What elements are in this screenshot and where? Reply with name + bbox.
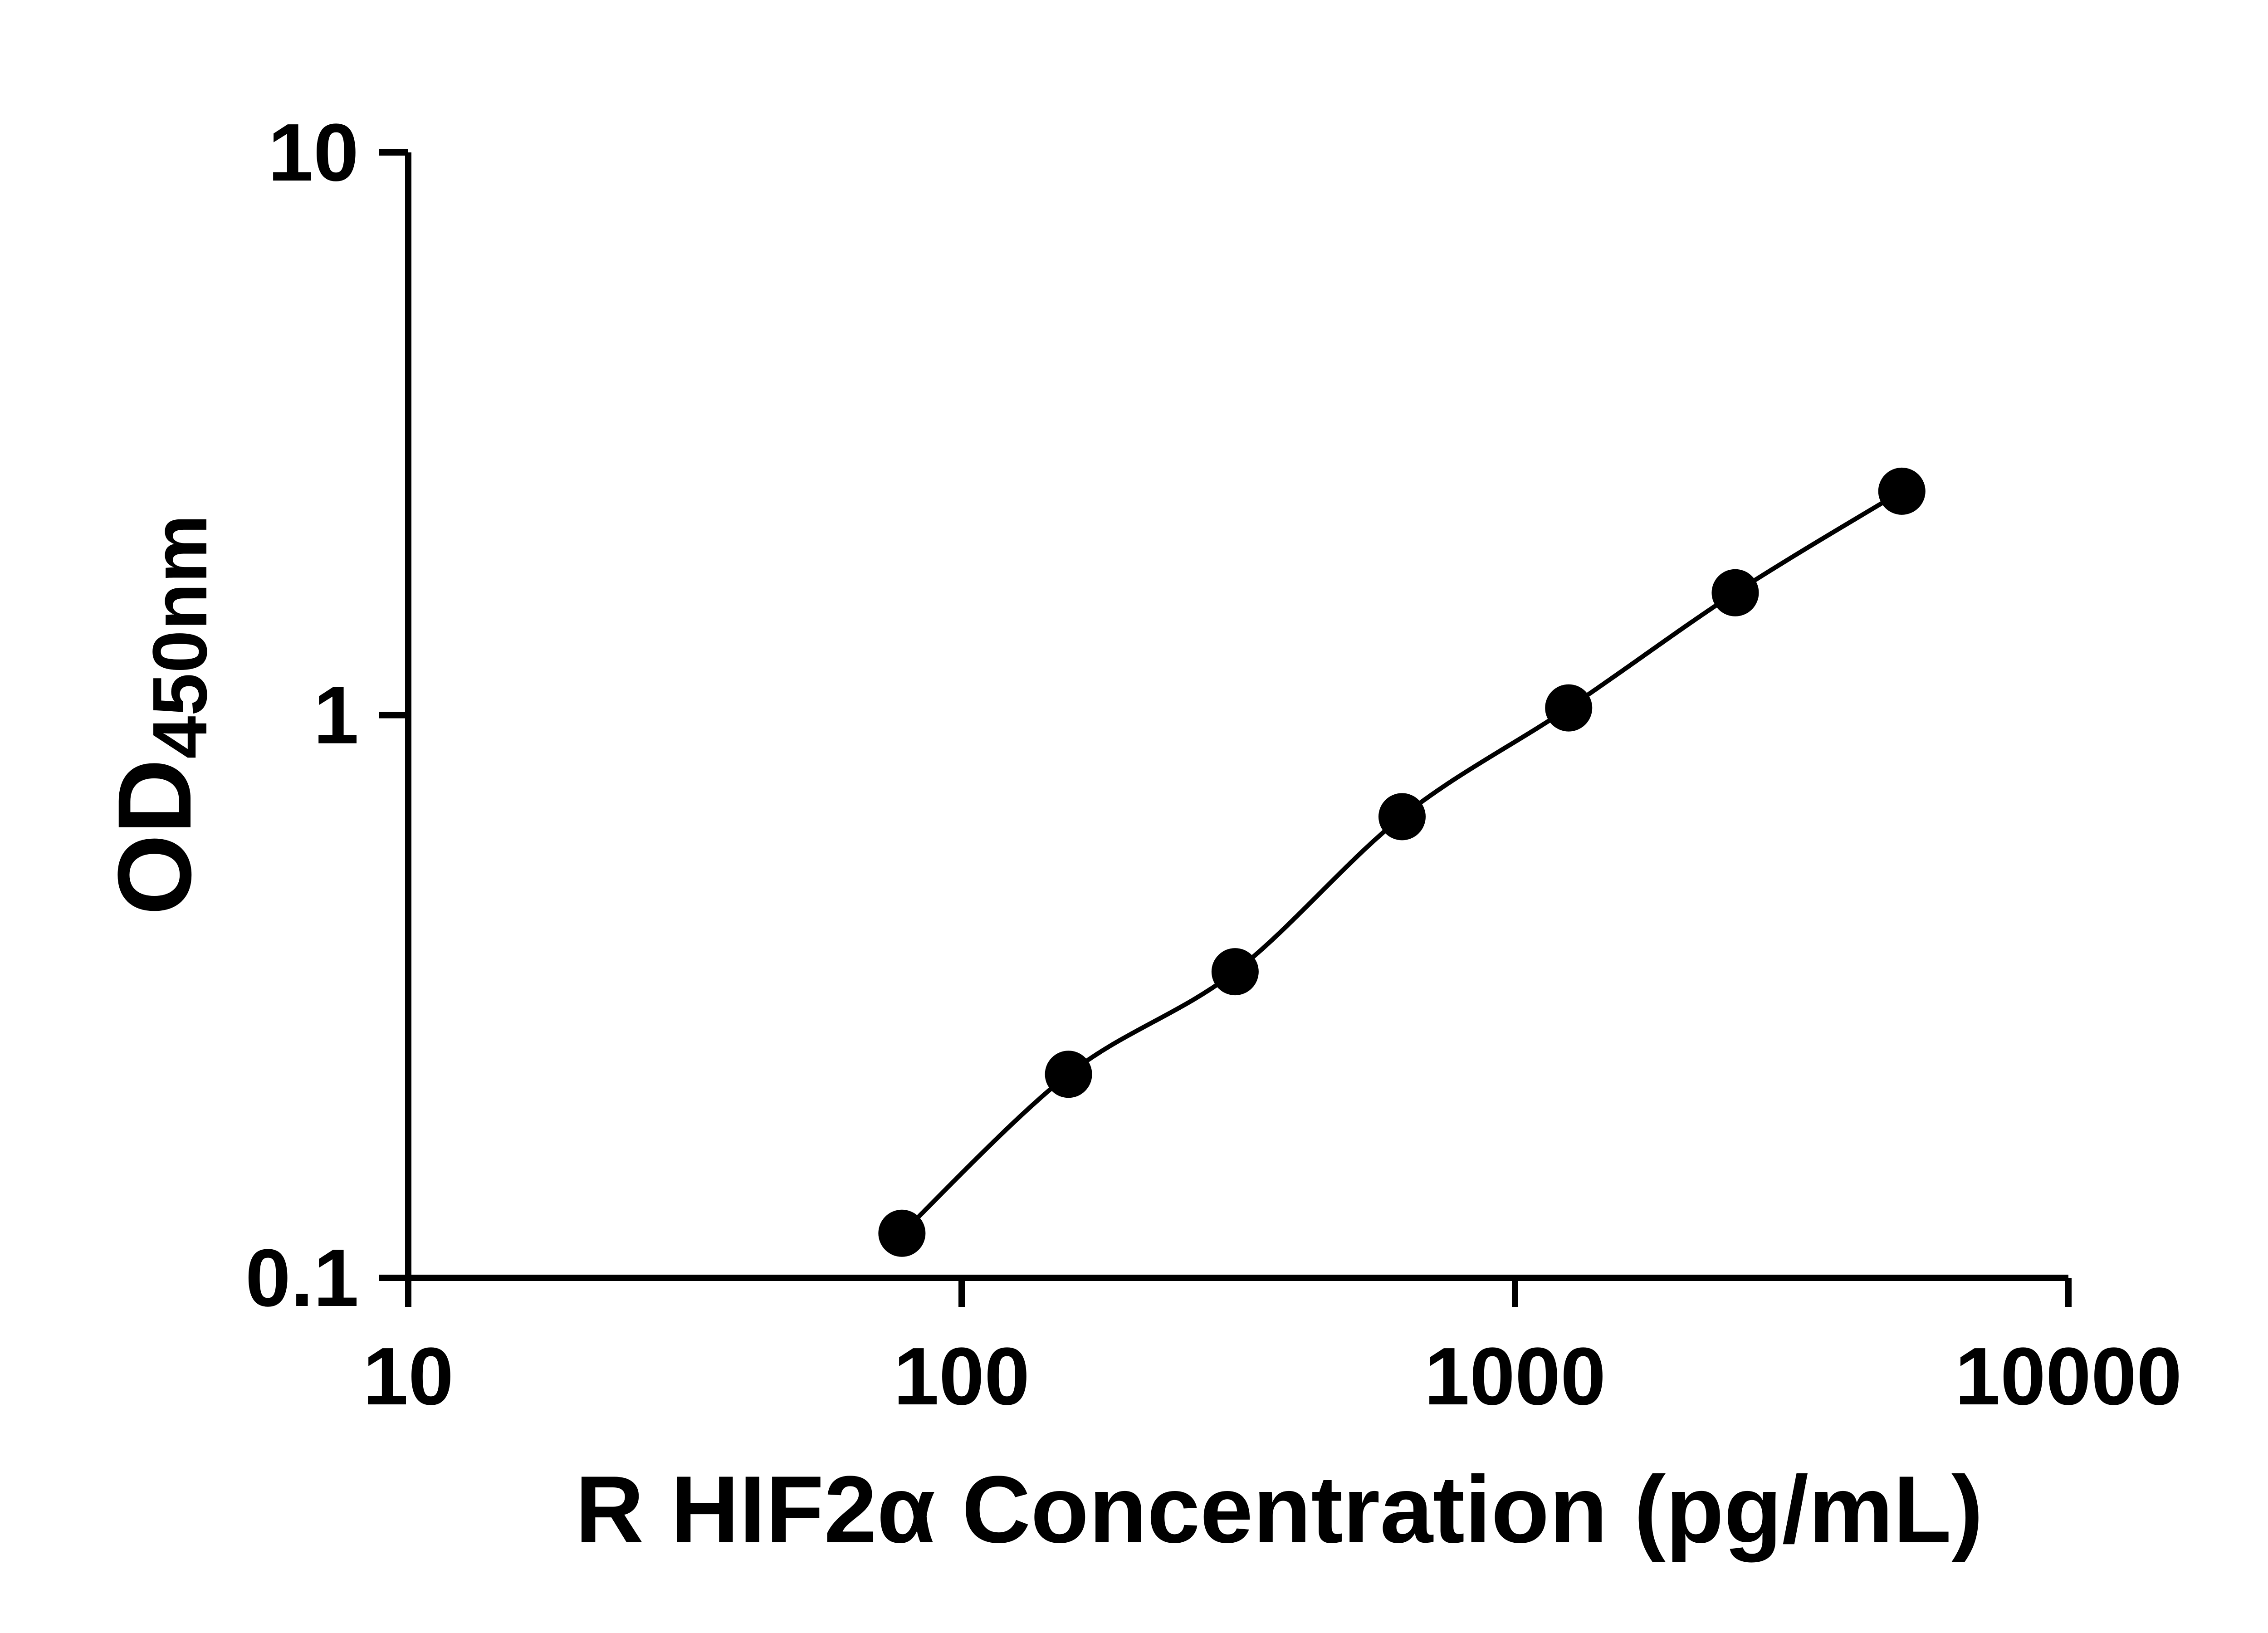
data-point <box>1878 467 1926 515</box>
data-point <box>1045 1051 1092 1098</box>
x-tick-label: 100 <box>894 1331 1030 1422</box>
data-point <box>1711 569 1759 616</box>
data-point <box>1545 684 1593 732</box>
y-tick-label: 0.1 <box>245 1232 359 1324</box>
x-axis-title: R HIF2α Concentration (pg/mL) <box>575 1456 1983 1563</box>
y-axis-title: OD450nm <box>96 514 223 915</box>
x-tick-label: 10 <box>363 1331 454 1422</box>
data-point <box>878 1209 926 1257</box>
x-tick-label: 10000 <box>1955 1331 2182 1422</box>
y-tick-label: 10 <box>268 107 359 198</box>
x-tick-label: 1000 <box>1424 1331 1606 1422</box>
data-point <box>1378 793 1426 841</box>
plot-area: 10 100 1000 10000 0.1 1 10 <box>245 107 2182 1422</box>
axis-spine <box>405 152 2068 1281</box>
data-point <box>1211 948 1259 996</box>
y-tick-label: 1 <box>313 670 359 761</box>
y-axis-title-sub: 450nm <box>137 514 223 759</box>
y-axis-title-main: OD <box>96 759 213 915</box>
